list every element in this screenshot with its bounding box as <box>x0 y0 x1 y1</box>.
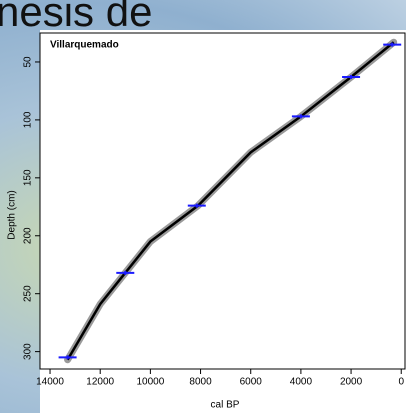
x-tick-label: 4000 <box>290 377 313 388</box>
plot-frame <box>39 32 406 370</box>
x-tick-label: 14000 <box>36 377 64 388</box>
x-axis-label: cal BP <box>211 400 240 411</box>
x-tick-label: 0 <box>398 377 404 388</box>
x-tick-label: 2000 <box>340 377 363 388</box>
date-marker <box>342 75 361 80</box>
x-tick-label: 6000 <box>240 377 263 388</box>
chart-title: Villarquemado <box>50 40 119 51</box>
x-tick-label: 12000 <box>86 377 114 388</box>
date-marker <box>116 270 135 275</box>
y-tick-label: 300 <box>23 343 34 360</box>
date-marker <box>58 355 77 360</box>
y-tick-label: 150 <box>23 169 34 186</box>
date-marker <box>187 203 206 208</box>
background-text: nesis de <box>0 0 153 35</box>
plot-background <box>40 30 406 413</box>
x-tick-label: 8000 <box>189 377 212 388</box>
x-tick-label: 10000 <box>136 377 164 388</box>
date-marker <box>291 114 310 119</box>
y-tick-label: 200 <box>23 227 34 244</box>
y-axis-label: Depth (cm) <box>7 190 18 239</box>
y-tick-label: 50 <box>23 56 34 68</box>
y-tick-label: 250 <box>23 285 34 302</box>
y-tick-label: 100 <box>23 111 34 128</box>
date-marker <box>383 42 402 47</box>
